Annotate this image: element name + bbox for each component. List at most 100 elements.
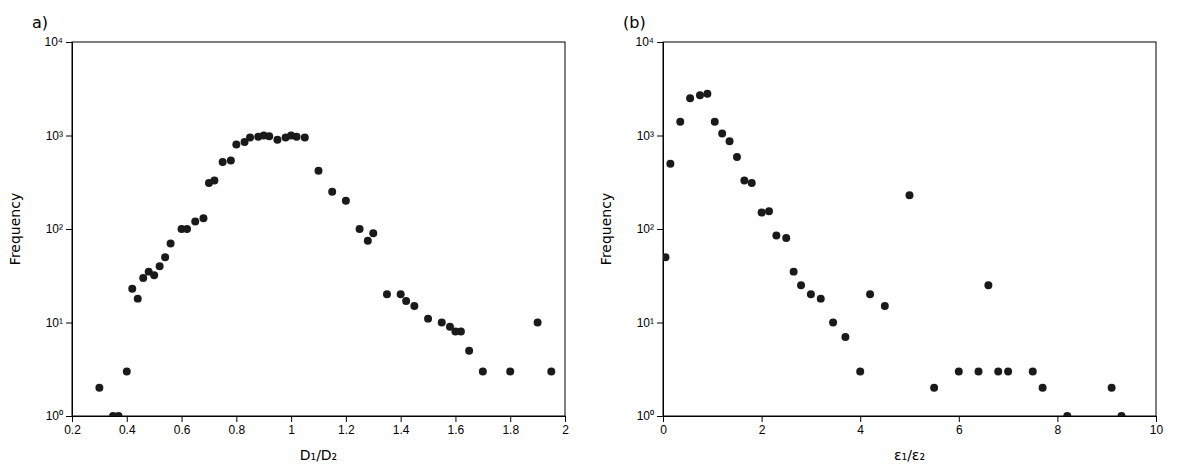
point (95, 384, 103, 392)
point (410, 302, 418, 310)
point (1004, 367, 1012, 375)
point (733, 153, 741, 161)
tick: 10¹ (46, 316, 72, 330)
tick: 8 (1055, 416, 1062, 437)
tick-mark (291, 416, 292, 422)
tick-label: 10¹ (46, 316, 63, 330)
point (686, 94, 694, 102)
tick-label: 8 (1055, 423, 1062, 437)
axis-line (664, 417, 1157, 423)
point (150, 271, 158, 279)
tick-mark (66, 323, 72, 324)
tick-label: 1 (288, 423, 295, 437)
tick-mark (657, 323, 663, 324)
x-axis-title: ε₁/ε₂ (894, 447, 925, 463)
point (829, 319, 837, 327)
point (955, 367, 963, 375)
point (139, 274, 147, 282)
tick: 0.6 (174, 416, 191, 437)
point (711, 118, 719, 126)
point (438, 319, 446, 327)
point (748, 179, 756, 187)
tick: 10³ (46, 129, 72, 143)
tick: 10⁴ (635, 35, 663, 49)
point (930, 384, 938, 392)
tick: 4 (857, 416, 864, 437)
point (1063, 412, 1071, 416)
tick: 10⁰ (637, 409, 663, 423)
point (219, 158, 227, 166)
tick-label: 10² (46, 222, 63, 236)
point (397, 290, 405, 298)
tick-mark (182, 416, 183, 422)
point (782, 234, 790, 242)
tick: 10⁴ (44, 35, 72, 49)
y-axis: 10⁰ 10¹ 10² 10³ 10⁴ (44, 35, 72, 423)
point (328, 188, 336, 196)
tick-mark (236, 416, 237, 422)
point (663, 253, 669, 261)
tick-mark (66, 42, 72, 43)
tick: 1.2 (338, 416, 355, 437)
tick: 10² (46, 222, 72, 236)
plot-frame (72, 42, 565, 416)
tick-label: 10⁰ (637, 409, 654, 423)
point (293, 133, 301, 141)
point (356, 225, 364, 233)
point (994, 367, 1002, 375)
point (765, 207, 773, 215)
tick: 1.6 (448, 416, 465, 437)
point (369, 229, 377, 237)
points (95, 132, 555, 416)
point (881, 302, 889, 310)
tick-mark (657, 416, 663, 417)
tick-label: 0.2 (64, 423, 81, 437)
tick-mark (127, 416, 128, 422)
tick-label: 10¹ (637, 316, 654, 330)
tick: 10¹ (637, 316, 663, 330)
tick-label: 0.6 (174, 423, 191, 437)
tick-label: 0.4 (119, 423, 136, 437)
point (1118, 412, 1126, 416)
tick: 1.4 (393, 416, 410, 437)
tick: 0.4 (119, 416, 136, 437)
tick-mark (66, 136, 72, 137)
point (666, 160, 674, 168)
y-axis-title: Frequency (598, 193, 614, 265)
tick-label: 10⁰ (46, 409, 63, 423)
point (856, 367, 864, 375)
tick-mark (657, 42, 663, 43)
point (183, 225, 191, 233)
tick-mark (1156, 416, 1157, 422)
tick-label: 2 (759, 423, 766, 437)
tick: 10² (637, 222, 663, 236)
point (128, 285, 136, 293)
tick-label: 2 (562, 423, 569, 437)
point (342, 197, 350, 205)
panel-label: (b) (623, 13, 646, 32)
panel-label: a) (32, 13, 48, 32)
chart: 0.20.40.60.811.21.41.61.8210⁰10¹10²10³10… (0, 0, 1182, 472)
point (772, 232, 780, 240)
tick: 1.8 (502, 416, 519, 437)
tick: 2 (562, 416, 569, 437)
point (246, 134, 254, 142)
point (534, 319, 542, 327)
tick-mark (401, 416, 402, 422)
tick-mark (66, 229, 72, 230)
point (210, 177, 218, 185)
tick-label: 10⁴ (44, 35, 63, 49)
point (134, 295, 142, 303)
point (301, 134, 309, 142)
point (156, 262, 164, 270)
point (1029, 367, 1037, 375)
point (457, 328, 465, 336)
axis-line (66, 43, 73, 417)
tick: 0 (660, 416, 667, 437)
tick: 10 (1150, 416, 1164, 437)
point (975, 367, 983, 375)
point (383, 290, 391, 298)
tick: 6 (956, 416, 963, 437)
point (676, 118, 684, 126)
point (424, 315, 432, 323)
